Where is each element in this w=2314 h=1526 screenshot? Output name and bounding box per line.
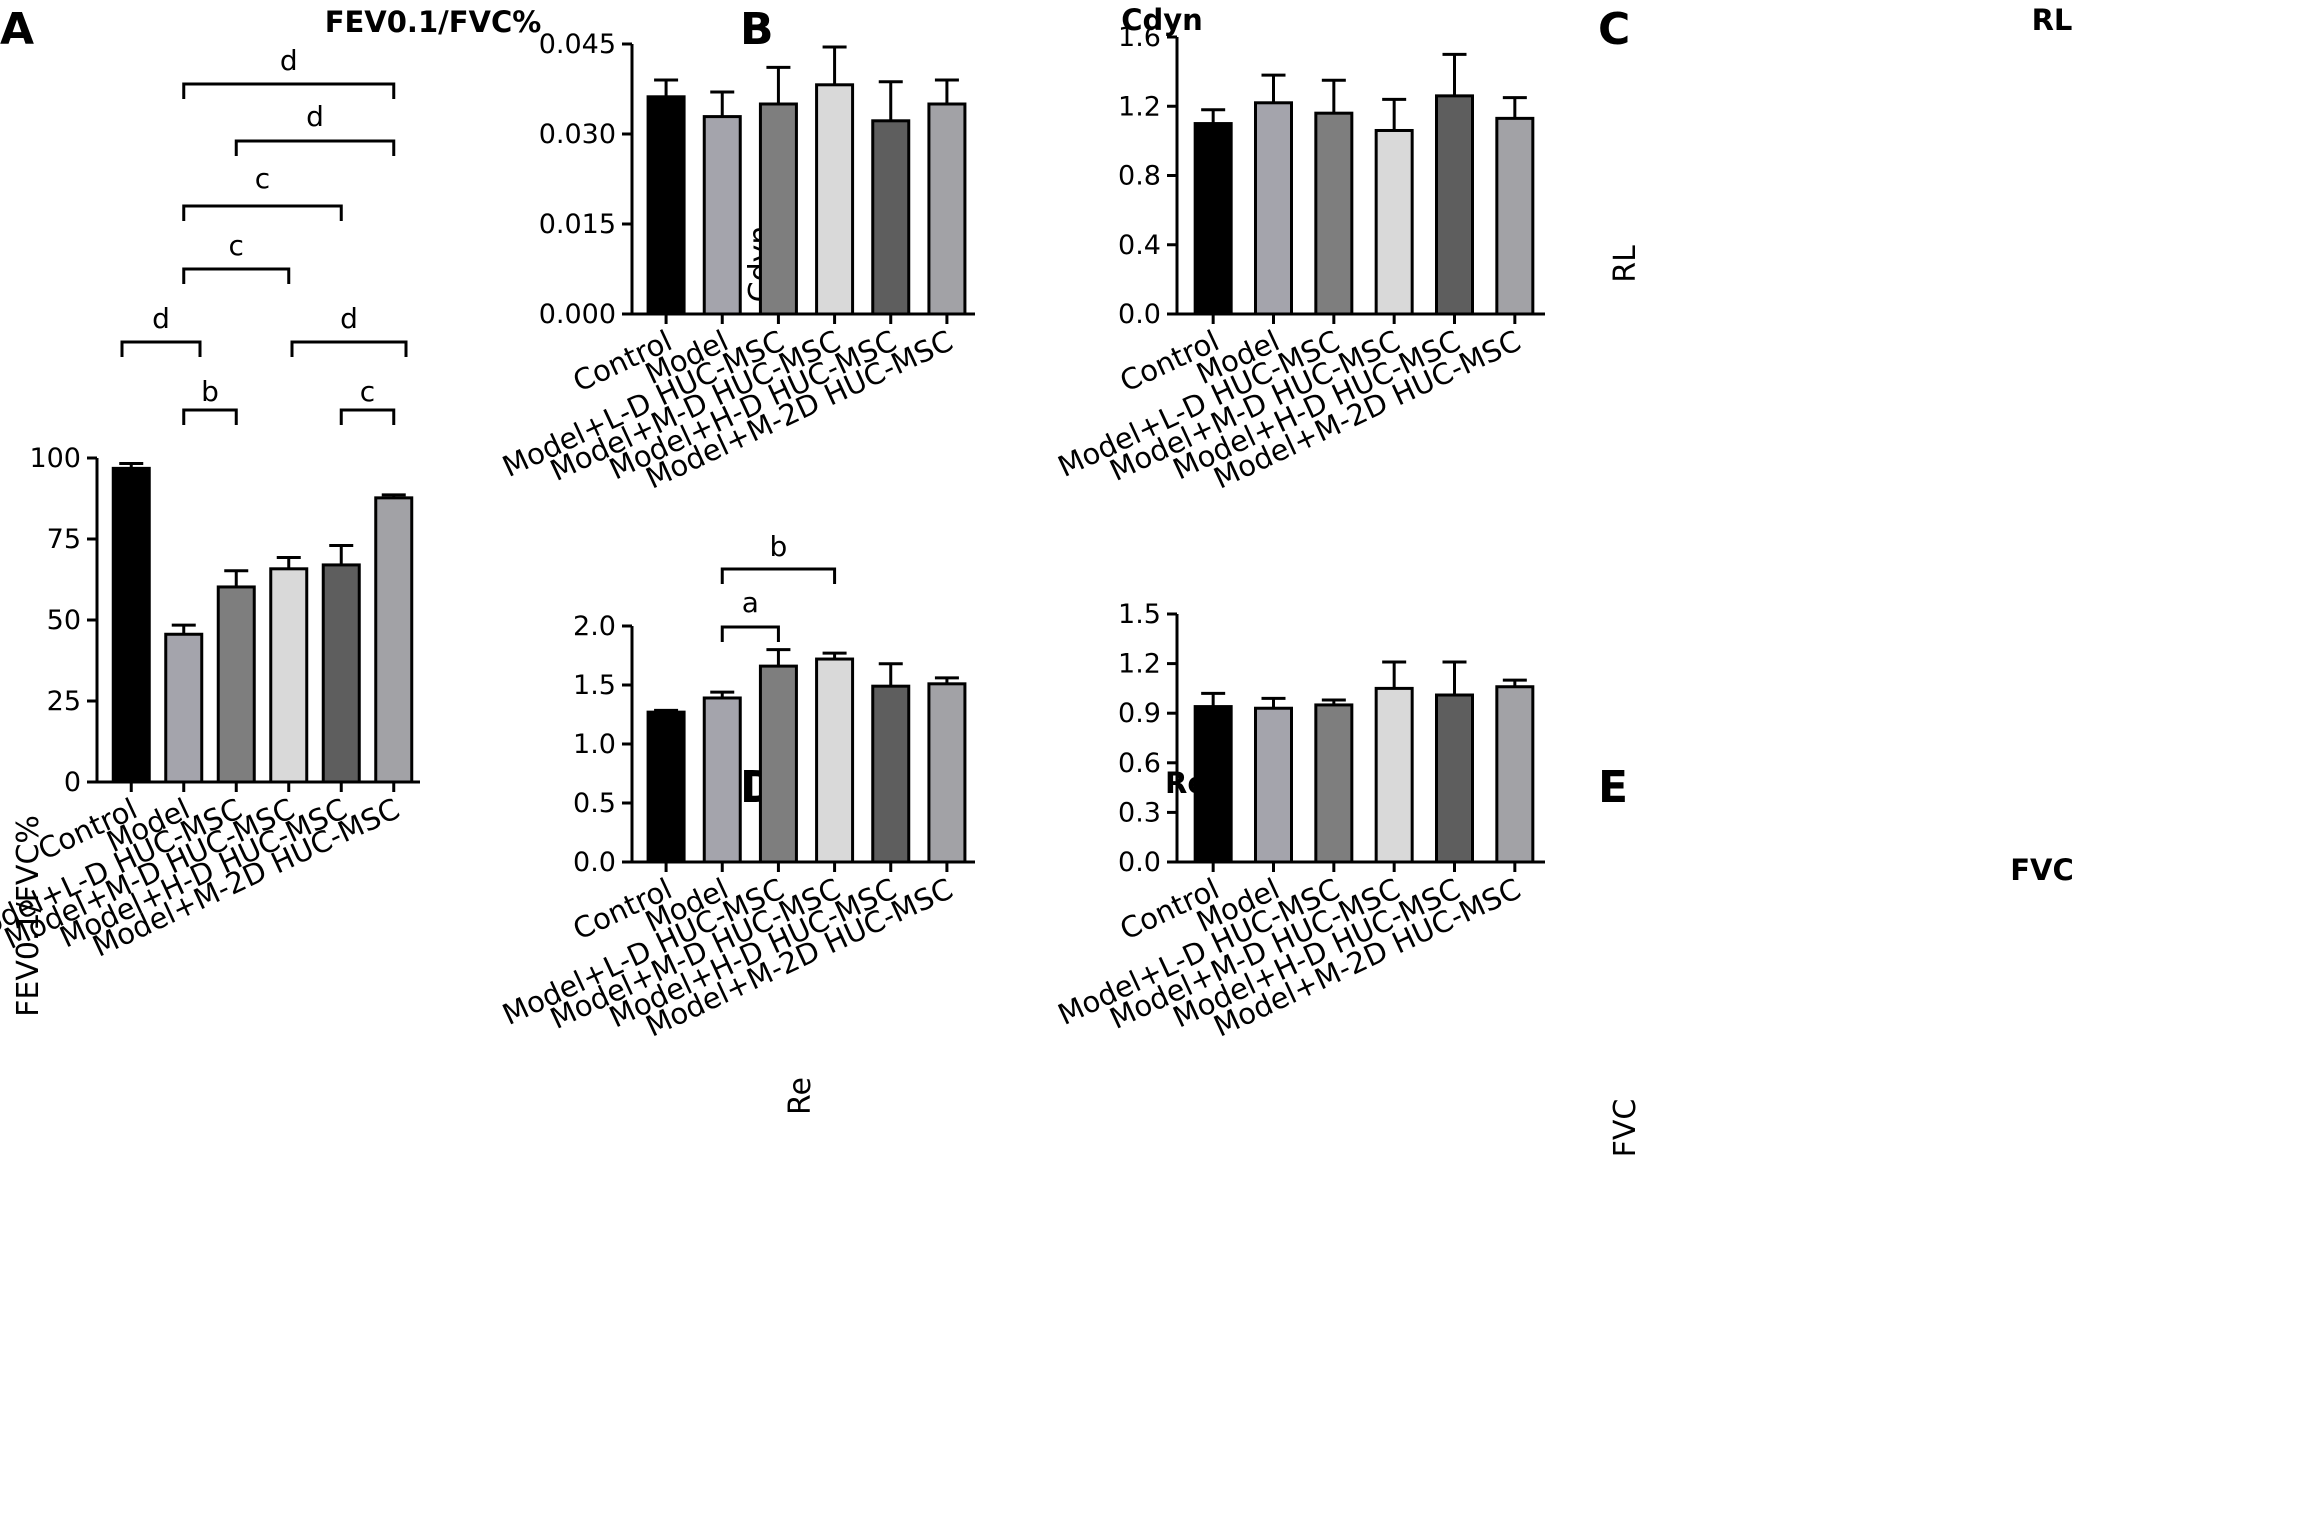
bar-d bbox=[646, 710, 686, 864]
y-axis-label-d: Re bbox=[783, 1077, 818, 1115]
significance-bracket-d bbox=[720, 625, 780, 642]
y-tick-label-c: 0.0 bbox=[1118, 299, 1161, 330]
panel-letter-c: C bbox=[1598, 4, 1630, 55]
y-tick-label-d: 1.5 bbox=[573, 670, 616, 701]
panel-e: E FVC FVC 0.00.30.60.91.21.5ControlModel… bbox=[1053, 599, 2074, 1157]
significance-label-a: d bbox=[340, 302, 358, 335]
chart-title-e: FVC bbox=[2010, 853, 2074, 887]
significance-bracket-a bbox=[234, 139, 396, 156]
y-tick-label-e: 1.2 bbox=[1118, 649, 1161, 680]
bar-e bbox=[1254, 706, 1293, 864]
y-tick-label-d: 0.5 bbox=[573, 788, 616, 819]
y-tick-label-c: 0.4 bbox=[1118, 230, 1161, 261]
panel-letter-b: B bbox=[740, 4, 774, 55]
y-tick-label-e: 0.3 bbox=[1118, 797, 1161, 828]
bar-d bbox=[758, 664, 798, 864]
significance-bracket-a bbox=[120, 340, 202, 357]
bar-c bbox=[1374, 128, 1414, 316]
significance-label-d: a bbox=[742, 586, 759, 619]
significance-bracket-a bbox=[182, 82, 396, 99]
panel-b: B Cdyn Cdyn 0.0000.0150.0300.045ControlM… bbox=[497, 3, 1203, 496]
bar-c bbox=[1435, 94, 1474, 316]
significance-bracket-a bbox=[290, 340, 408, 357]
y-tick-label-d: 1.0 bbox=[573, 729, 616, 760]
significance-label-a: d bbox=[306, 100, 324, 133]
bar-e bbox=[1314, 703, 1354, 864]
significance-bracket-a bbox=[182, 267, 291, 284]
bar-a bbox=[321, 563, 361, 784]
bar-b bbox=[927, 102, 967, 316]
bar-e bbox=[1435, 693, 1474, 864]
significance-label-a: c bbox=[229, 229, 244, 262]
y-tick-label-a: 75 bbox=[47, 524, 81, 555]
chart-title-c: RL bbox=[2032, 3, 2073, 37]
y-tick-label-b: 0.030 bbox=[539, 119, 616, 150]
y-tick-label-b: 0.000 bbox=[539, 299, 616, 330]
bar-e bbox=[1495, 685, 1535, 864]
y-axis-label-a: FEV0.1/FVC% bbox=[11, 815, 46, 1017]
panel-c: C RL RL 0.00.40.81.21.6ControlModelModel… bbox=[1053, 3, 2073, 496]
plot-area-e: 0.00.30.60.91.21.5ControlModelModel+L-D … bbox=[1053, 599, 1545, 1044]
bar-a bbox=[216, 585, 256, 784]
y-tick-label-e: 0.0 bbox=[1118, 847, 1161, 878]
significance-bracket-a bbox=[182, 204, 343, 221]
bar-a bbox=[164, 632, 204, 784]
y-tick-label-b: 0.015 bbox=[539, 209, 616, 240]
y-tick-label-e: 0.6 bbox=[1118, 748, 1161, 779]
panel-letter-e: E bbox=[1598, 762, 1628, 813]
bar-b bbox=[815, 83, 855, 316]
y-tick-label-c: 1.2 bbox=[1118, 91, 1161, 122]
y-tick-label-e: 0.9 bbox=[1118, 698, 1161, 729]
bar-c bbox=[1495, 116, 1535, 316]
significance-bracket-a bbox=[339, 408, 396, 425]
bar-b bbox=[758, 102, 798, 316]
bar-d bbox=[927, 682, 967, 864]
y-tick-label-d: 2.0 bbox=[573, 611, 616, 642]
panel-a: A FEV0.1/FVC% FEV0.1/FVC% 0255075100Cont… bbox=[0, 4, 541, 1017]
bar-b bbox=[646, 95, 686, 316]
bar-b bbox=[871, 119, 911, 316]
significance-label-a: b bbox=[201, 375, 219, 408]
panel-letter-a: A bbox=[0, 4, 34, 55]
y-axis-label-c: RL bbox=[1608, 245, 1643, 283]
y-tick-label-c: 0.8 bbox=[1118, 161, 1161, 192]
significance-label-d: b bbox=[770, 530, 788, 563]
bar-d bbox=[702, 696, 742, 864]
y-axis-label-e: FVC bbox=[1608, 1099, 1643, 1158]
bar-c bbox=[1254, 101, 1293, 316]
significance-bracket-d bbox=[720, 567, 837, 584]
significance-label-a: c bbox=[255, 162, 270, 195]
bar-a bbox=[111, 466, 151, 784]
chart-title-a: FEV0.1/FVC% bbox=[325, 5, 542, 39]
bar-d bbox=[815, 657, 855, 864]
bar-e bbox=[1374, 686, 1414, 864]
significance-label-a: d bbox=[152, 302, 170, 335]
y-tick-label-a: 25 bbox=[47, 686, 81, 717]
bar-e bbox=[1193, 705, 1233, 864]
y-tick-label-e: 1.5 bbox=[1118, 599, 1161, 630]
y-tick-label-b: 0.045 bbox=[539, 29, 616, 60]
bar-a bbox=[374, 496, 414, 784]
plot-area-b: 0.0000.0150.0300.045ControlModelModel+L-… bbox=[497, 29, 975, 496]
bar-a bbox=[269, 567, 309, 784]
bar-b bbox=[702, 115, 742, 316]
bar-d bbox=[871, 684, 911, 864]
y-tick-label-c: 1.6 bbox=[1118, 22, 1161, 53]
y-tick-label-a: 50 bbox=[47, 605, 81, 636]
significance-label-a: c bbox=[360, 375, 375, 408]
panel-d: D Re Re 0.00.51.01.52.0ControlModelModel… bbox=[497, 530, 1207, 1115]
y-tick-label-a: 0 bbox=[64, 767, 81, 798]
bar-c bbox=[1193, 122, 1233, 316]
y-tick-label-d: 0.0 bbox=[573, 847, 616, 878]
significance-bracket-a bbox=[182, 408, 238, 425]
chart-title-b: Cdyn bbox=[1121, 3, 1203, 37]
bar-c bbox=[1314, 111, 1354, 316]
y-tick-label-a: 100 bbox=[29, 443, 81, 474]
significance-label-a: d bbox=[280, 44, 298, 77]
